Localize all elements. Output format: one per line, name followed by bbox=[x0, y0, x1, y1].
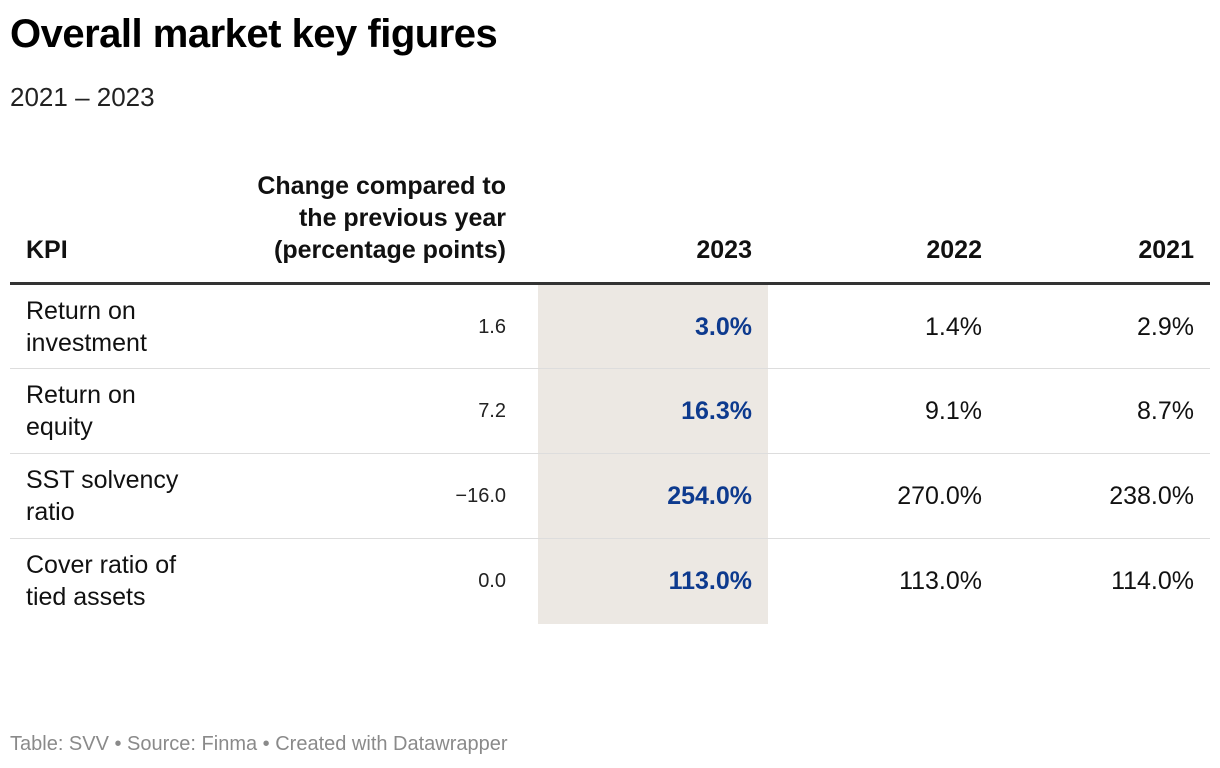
column-header-kpi[interactable]: KPI bbox=[10, 170, 220, 285]
table-row: Return on equity 7.2 16.3% 9.1% 8.7% bbox=[10, 368, 1210, 454]
change-cell: 7.2 bbox=[220, 368, 538, 454]
column-header-2022[interactable]: 2022 bbox=[768, 170, 998, 285]
value-2022-cell: 270.0% bbox=[768, 453, 998, 539]
kpi-table-container: KPI Change compared to the previous year… bbox=[10, 170, 1210, 624]
value-2023-cell: 3.0% bbox=[538, 283, 768, 369]
chart-title: Overall market key figures bbox=[10, 12, 498, 56]
kpi-name-cell: Return on investment bbox=[10, 283, 220, 369]
value-2023-cell: 113.0% bbox=[538, 538, 768, 624]
value-2021-cell: 238.0% bbox=[998, 453, 1210, 539]
value-2022-cell: 113.0% bbox=[899, 567, 982, 596]
change-cell: −16.0 bbox=[220, 453, 538, 539]
kpi-name-cell: Return on equity bbox=[10, 368, 220, 454]
change-cell: 0.0 bbox=[478, 570, 506, 593]
column-header-2021[interactable]: 2021 bbox=[998, 170, 1210, 285]
value-2022-cell: 9.1% bbox=[768, 368, 998, 454]
kpi-table: KPI Change compared to the previous year… bbox=[10, 170, 1210, 624]
column-header-2023[interactable]: 2023 bbox=[538, 170, 768, 285]
table-row: Return on investment 1.6 3.0% 1.4% 2.9% bbox=[10, 283, 1210, 369]
table-row: Cover ratio of tied assets 0.0 113.0% 11… bbox=[10, 538, 1210, 624]
header-row: KPI Change compared to the previous year… bbox=[10, 170, 1210, 285]
column-header-change[interactable]: Change compared to the previous year (pe… bbox=[220, 170, 538, 285]
value-2023-cell: 254.0% bbox=[538, 453, 768, 539]
table-row: SST solvency ratio −16.0 254.0% 270.0% 2… bbox=[10, 453, 1210, 539]
value-2021-cell: 2.9% bbox=[998, 283, 1210, 369]
kpi-name-cell: Cover ratio of tied assets bbox=[26, 551, 177, 612]
table-header: KPI Change compared to the previous year… bbox=[10, 170, 1210, 285]
table-body: Return on investment 1.6 3.0% 1.4% 2.9% … bbox=[10, 283, 1210, 624]
value-2022-cell: 1.4% bbox=[768, 283, 998, 369]
change-cell: 1.6 bbox=[220, 283, 538, 369]
value-2021-cell: 114.0% bbox=[1111, 567, 1194, 596]
value-2023-cell: 16.3% bbox=[538, 368, 768, 454]
chart-subtitle: 2021 – 2023 bbox=[10, 82, 155, 112]
source-footer: Table: SVV • Source: Finma • Created wit… bbox=[10, 733, 508, 755]
kpi-name-cell: SST solvency ratio bbox=[10, 453, 220, 539]
value-2021-cell: 8.7% bbox=[998, 368, 1210, 454]
